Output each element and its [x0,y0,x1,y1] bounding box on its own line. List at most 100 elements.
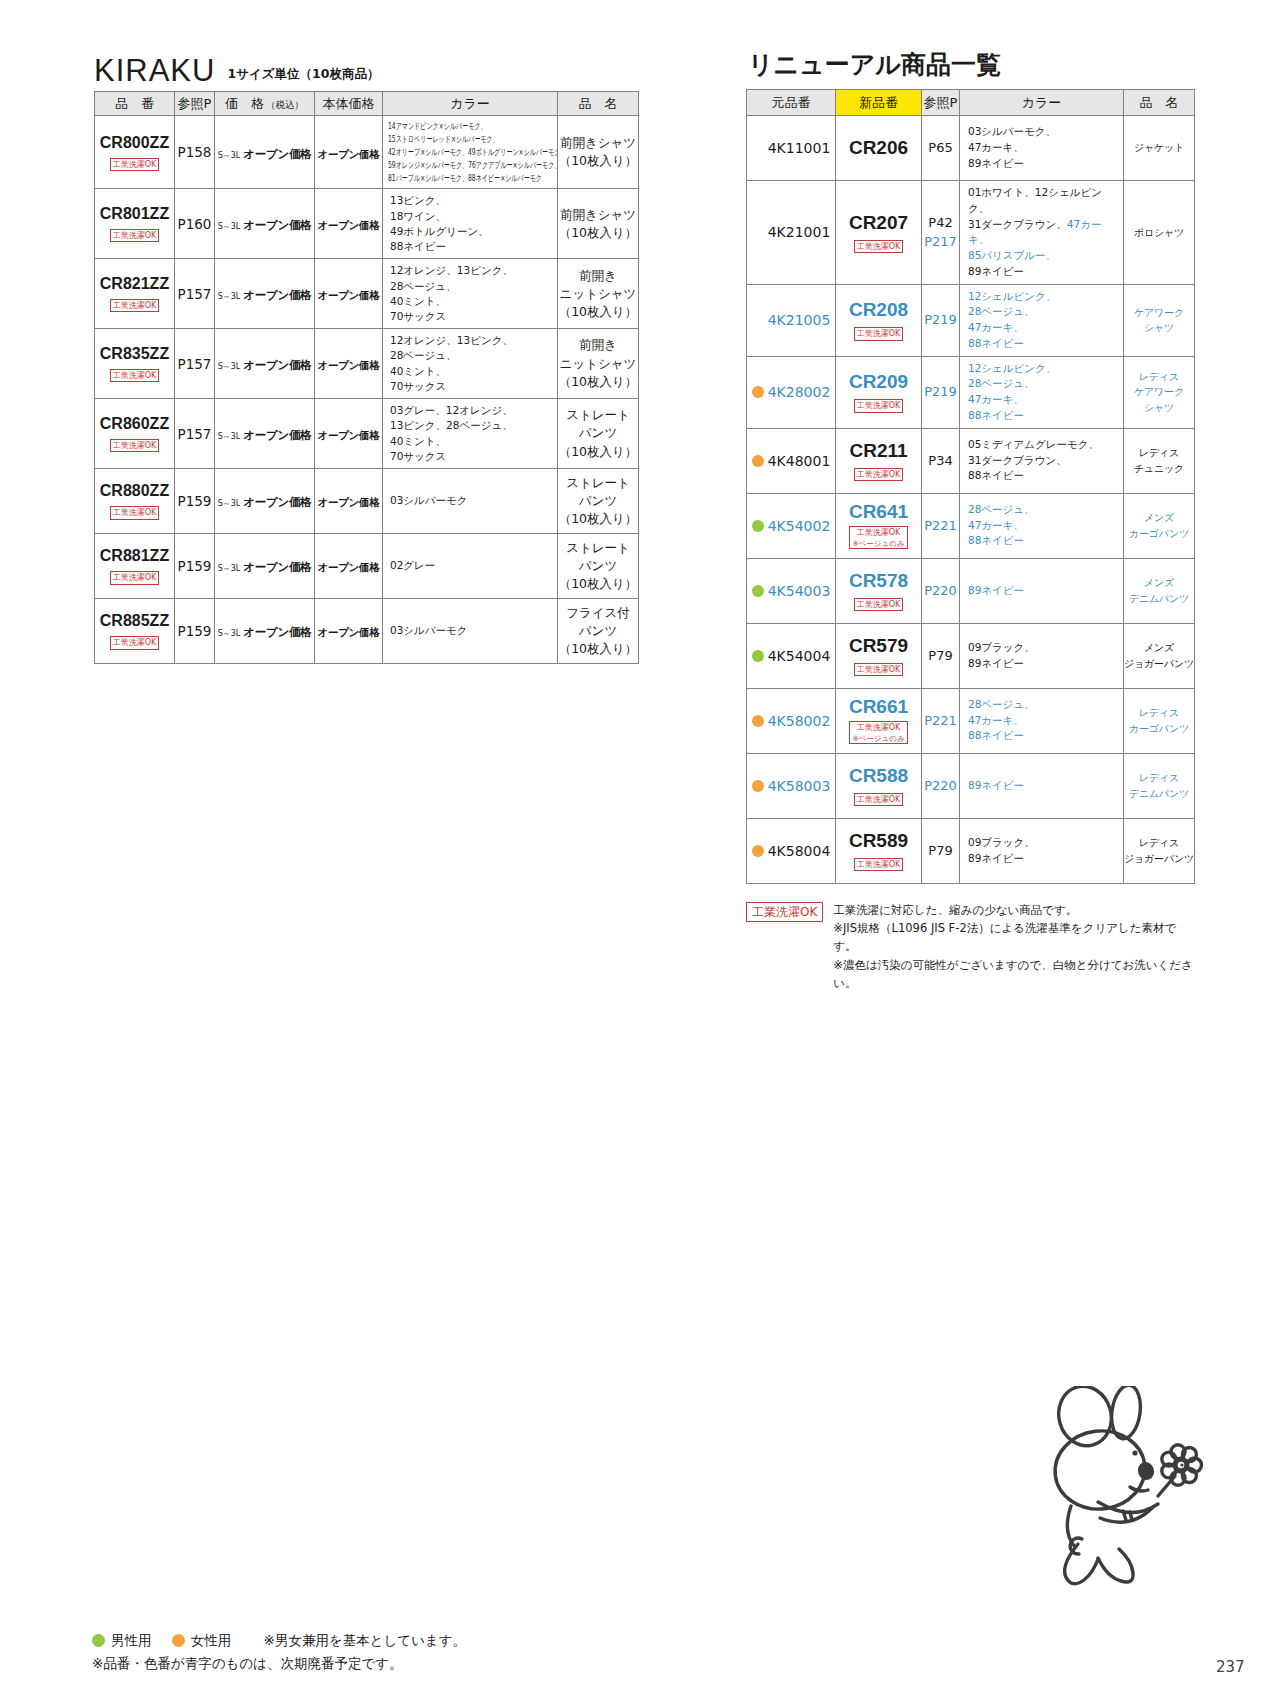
open-price: オープン価格 [318,289,380,301]
kiraku-row: CR821ZZ工業洗濯OKP157S～3Lオープン価格オープン価格12オレンジ、… [95,259,639,329]
item-code-cell: CR835ZZ工業洗濯OK [95,329,175,399]
base-price-cell: オープン価格 [315,533,383,598]
renewal-table: 元品番新品番参照Pカラー品 名4K11001CR206P6503シルバーモク、4… [746,89,1195,884]
industrial-wash-badge: 工業洗濯OK [110,158,160,171]
color-line: 12オレンジ、13ピンク、 [390,263,555,278]
colors-cell: 14アマンドピンク×シルバーモク、15ストロベリーレッド×シルバーモク、42オリ… [383,116,558,189]
industrial-wash-badge: 工業洗濯OK [854,858,904,871]
name-line: チュニック [1124,461,1194,477]
open-price: オープン価格 [243,147,311,161]
colors-cell: 12シェルピンク、28ベージュ、47カーキ、88ネイビー [960,356,1124,428]
old-code: 4K48001 [768,453,831,469]
name-line: ジョガーパンツ [1124,656,1194,672]
color-line: 47カーキ、 [968,518,1121,534]
ref-page-cell: P158 [175,116,215,189]
new-code: CR211 [836,440,921,462]
industrial-wash-badge: 工業洗濯OK [110,229,160,242]
mascot-rabbit-illustration [1038,1386,1208,1596]
colors-cell: 28ベージュ、47カーキ、88ネイビー [960,493,1124,558]
old-code-cell: 4K58003 [747,753,836,818]
color-line: 09ブラック、 [968,835,1121,851]
colors-cell: 12シェルピンク、28ベージュ、47カーキ、88ネイビー [960,284,1124,356]
renewal-row: 4K11001CR206P6503シルバーモク、47カーキ、89ネイビージャケッ… [747,116,1195,181]
new-code: CR207 [836,212,921,234]
colors-cell: 09ブラック、89ネイビー [960,818,1124,883]
ref-page-cell: P65 [922,116,960,181]
kiraku-row: CR885ZZ工業洗濯OKP159S～3Lオープン価格オープン価格03シルバーモ… [95,598,639,663]
name-line: ケアワーク [1124,305,1194,321]
item-code-cell: CR801ZZ工業洗濯OK [95,189,175,259]
color-line: 40ミント、 [390,434,555,449]
open-price: オープン価格 [318,148,380,160]
color-line: 40ミント、 [390,364,555,379]
color-line: 03シルバーモク [390,493,555,508]
item-code-cell: CR881ZZ工業洗濯OK [95,533,175,598]
flower-icon [1162,1445,1202,1485]
name-line: （10枚入り） [558,303,638,321]
size-range: S～3L [218,499,241,508]
new-code: CR578 [836,570,921,592]
old-code-cell: 4K54003 [747,558,836,623]
item-name-cell: 前開きニットシャツ（10枚入り） [558,329,639,399]
name-line: ニットシャツ [558,355,638,373]
color-line: 88ネイビー [968,468,1121,484]
name-line: 前開き [558,267,638,285]
open-price: オープン価格 [243,358,311,372]
ref-page-cell: P79 [922,818,960,883]
color-line: 12シェルピンク、 [968,361,1121,377]
new-code: CR208 [836,299,921,321]
open-price: オープン価格 [243,218,311,232]
industrial-wash-badge: 工業洗濯OK※ベージュのみ [849,721,907,743]
name-line: フライス付 [558,604,638,622]
new-code-cell: CR207工業洗濯OK [836,181,922,285]
color-line: 42オリーブ×シルバーモク、49ボトルグリーン×シルバーモク、 [388,146,505,159]
base-price-cell: オープン価格 [315,329,383,399]
name-line: ストレート [558,474,638,492]
old-code-cell: 4K54002 [747,493,836,558]
renewal-row: 4K54004CR579工業洗濯OKP7909ブラック、89ネイビーメンズジョガ… [747,623,1195,688]
ref-page-cell: P157 [175,399,215,469]
item-name-cell: 前開きシャツ（10枚入り） [558,116,639,189]
kiraku-brand-title: KIRAKU [94,55,215,86]
kiraku-row: CR801ZZ工業洗濯OKP160S～3Lオープン価格オープン価格13ピンク、1… [95,189,639,259]
renewal-row: 4K21001CR207工業洗濯OKP42P21701ホワイト、12シェルピンク… [747,181,1195,285]
ref-page: P34 [922,451,959,471]
male-dot-icon [92,1634,105,1647]
industrial-wash-badge: 工業洗濯OK [854,468,904,481]
color-line: 89ネイビー [968,583,1121,599]
ref-page-cell: P220 [922,753,960,818]
new-code: CR641 [836,501,921,523]
item-code-cell: CR880ZZ工業洗濯OK [95,468,175,533]
old-code-cell: 4K28002 [747,356,836,428]
renewal-title: リニューアル商品一覧 [748,50,1195,80]
name-line: パンツ [558,622,638,640]
open-price: オープン価格 [243,428,311,442]
renewal-section: リニューアル商品一覧 元品番新品番参照Pカラー品 名4K11001CR206P6… [746,50,1195,992]
old-code: 4K11001 [768,140,831,156]
ref-page: P220 [922,776,959,796]
color-line: 47カーキ、 [968,713,1121,729]
color-line: 28ベージュ、 [968,304,1121,320]
color-line: 03グレー、12オレンジ、 [390,403,555,418]
old-code-cell: 4K58002 [747,688,836,753]
size-range: S～3L [218,292,241,301]
color-line: 70サックス [390,449,555,464]
industrial-wash-note-text: 工業洗濯に対応した、縮みの少ない商品です。 ※JIS規格（L1096 JIS F… [833,901,1195,993]
note-line-1: 工業洗濯に対応した、縮みの少ない商品です。 [833,901,1195,919]
color-line: 12シェルピンク、 [968,289,1121,305]
name-line: デニムパンツ [1124,786,1194,802]
new-code-cell: CR206 [836,116,922,181]
color-line: 70サックス [390,379,555,394]
base-price-cell: オープン価格 [315,598,383,663]
old-code-cell: 4K48001 [747,428,836,493]
colors-cell: 12オレンジ、13ピンク、28ベージュ、40ミント、70サックス [383,259,558,329]
color-line: 01ホワイト、12シェルピンク、 [968,185,1121,217]
price-cell: S～3Lオープン価格 [215,116,315,189]
kiraku-section: KIRAKU 1サイズ単位（10枚商品） 品 番参照P価 格（税込）本体価格カラ… [94,52,639,664]
base-price-cell: オープン価格 [315,468,383,533]
open-price: オープン価格 [243,625,311,639]
renewal-row: 4K58003CR588工業洗濯OKP22089ネイビーレディスデニムパンツ [747,753,1195,818]
item-code-cell: CR821ZZ工業洗濯OK [95,259,175,329]
open-price: オープン価格 [318,626,380,638]
open-price: オープン価格 [318,561,380,573]
